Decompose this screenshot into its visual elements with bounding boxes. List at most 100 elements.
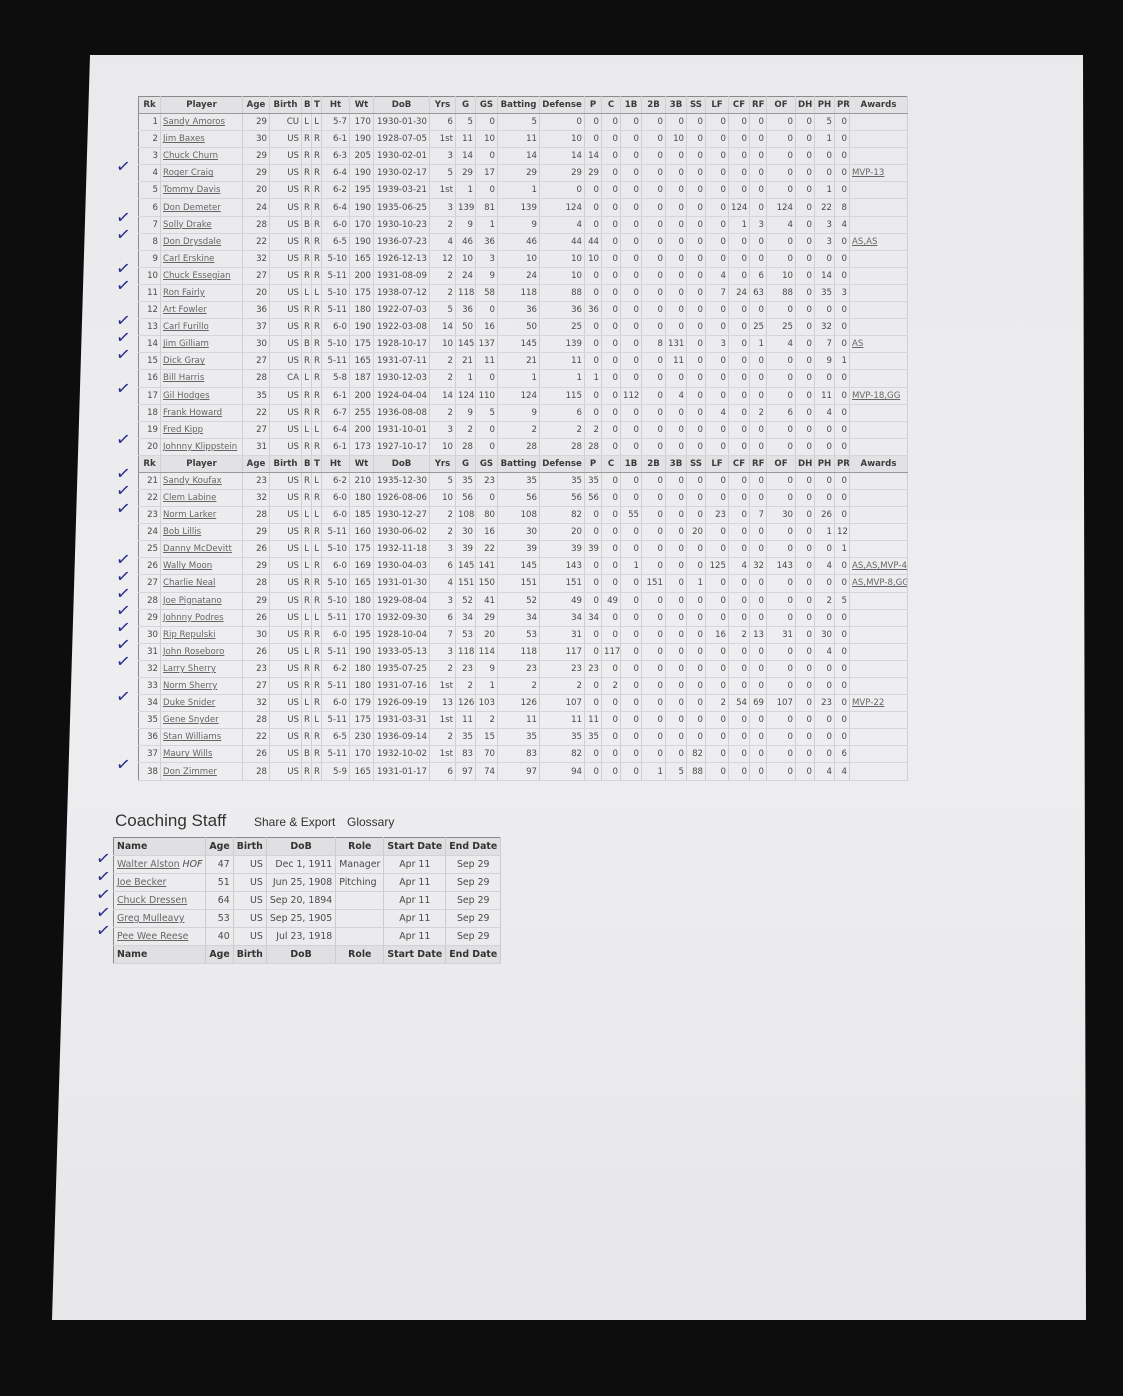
- player-link[interactable]: Art Fowler: [163, 305, 207, 316]
- player-link[interactable]: Danny McDevitt: [163, 544, 232, 555]
- column-header-t[interactable]: T: [311, 96, 322, 114]
- column-header-ht[interactable]: Ht: [321, 454, 350, 473]
- column-header-of[interactable]: OF: [766, 454, 796, 473]
- player-link[interactable]: Don Drysdale: [163, 236, 222, 247]
- column-footer-role[interactable]: Role: [335, 945, 385, 964]
- column-header-of[interactable]: OF: [766, 96, 796, 114]
- player-link[interactable]: Rip Repulski: [163, 629, 216, 640]
- player-link[interactable]: Maury Wills: [163, 749, 213, 760]
- column-header-2b[interactable]: 2B: [641, 454, 666, 473]
- glossary-link[interactable]: Glossary: [347, 815, 395, 829]
- column-footer-start-date[interactable]: Start Date: [383, 945, 447, 964]
- player-link[interactable]: Jim Baxes: [163, 134, 205, 145]
- column-header-rk[interactable]: Rk: [138, 454, 161, 473]
- column-header-batting[interactable]: Batting: [497, 454, 540, 473]
- player-link[interactable]: Jim Gilliam: [163, 339, 209, 350]
- coach-link[interactable]: Chuck Dressen: [117, 895, 188, 906]
- column-header-gs[interactable]: GS: [475, 454, 498, 473]
- column-header-b[interactable]: B: [301, 454, 312, 473]
- player-link[interactable]: Larry Sherry: [163, 663, 216, 674]
- column-header-end-date[interactable]: End Date: [445, 837, 502, 856]
- player-link[interactable]: Frank Howard: [163, 407, 223, 418]
- column-header-yrs[interactable]: Yrs: [429, 454, 456, 473]
- awards-link[interactable]: AS,AS: [852, 236, 878, 247]
- player-link[interactable]: Wally Moon: [163, 561, 213, 572]
- column-header-player[interactable]: Player: [160, 96, 243, 114]
- column-header-birth[interactable]: Birth: [269, 454, 302, 473]
- player-link[interactable]: Solly Drake: [163, 219, 212, 230]
- column-footer-end-date[interactable]: End Date: [445, 945, 502, 964]
- awards-link[interactable]: AS: [852, 339, 864, 350]
- column-header-3b[interactable]: 3B: [665, 96, 687, 114]
- coach-link[interactable]: Walter Alston: [117, 859, 180, 870]
- player-link[interactable]: Stan Williams: [163, 732, 222, 743]
- player-link[interactable]: Bill Harris: [163, 373, 205, 384]
- column-header-gs[interactable]: GS: [475, 96, 498, 114]
- awards-link[interactable]: MVP-13: [852, 168, 885, 179]
- player-link[interactable]: Gil Hodges: [163, 390, 210, 401]
- column-header-p[interactable]: P: [584, 454, 602, 473]
- column-header-rk[interactable]: Rk: [138, 96, 161, 114]
- column-header-dh[interactable]: DH: [795, 454, 815, 473]
- column-header-cf[interactable]: CF: [728, 96, 750, 114]
- awards-link[interactable]: AS,MVP-8,GG: [852, 578, 908, 589]
- column-header-1b[interactable]: 1B: [620, 454, 642, 473]
- player-link[interactable]: Tommy Davis: [163, 185, 221, 196]
- column-header-p[interactable]: P: [584, 96, 602, 114]
- share-export-link[interactable]: Share & Export: [254, 815, 336, 829]
- player-link[interactable]: Sandy Amoros: [163, 117, 226, 128]
- column-header-dob[interactable]: DoB: [266, 837, 337, 856]
- player-link[interactable]: Bob Lillis: [163, 527, 202, 538]
- column-header-c[interactable]: C: [601, 96, 621, 114]
- column-header-dob[interactable]: DoB: [373, 454, 430, 473]
- player-link[interactable]: Roger Craig: [163, 168, 214, 179]
- column-header-dob[interactable]: DoB: [373, 96, 430, 114]
- column-header-g[interactable]: G: [455, 96, 476, 114]
- column-header-rf[interactable]: RF: [749, 454, 767, 473]
- player-link[interactable]: Joe Pignatano: [163, 595, 222, 606]
- player-link[interactable]: Clem Labine: [163, 493, 217, 504]
- column-header-ss[interactable]: SS: [686, 454, 706, 473]
- player-link[interactable]: Ron Fairly: [163, 287, 205, 298]
- player-link[interactable]: Norm Larker: [163, 510, 217, 521]
- awards-link[interactable]: AS,AS,MVP-4: [852, 561, 907, 572]
- column-header-b[interactable]: B: [301, 96, 312, 114]
- column-header-name[interactable]: Name: [113, 837, 207, 856]
- player-link[interactable]: John Roseboro: [163, 646, 225, 657]
- coach-link[interactable]: Joe Becker: [117, 877, 167, 888]
- column-header-c[interactable]: C: [601, 454, 621, 473]
- column-header-g[interactable]: G: [455, 454, 476, 473]
- column-header-defense[interactable]: Defense: [539, 96, 585, 114]
- player-link[interactable]: Gene Snyder: [163, 715, 219, 726]
- column-footer-birth[interactable]: Birth: [233, 945, 267, 964]
- column-header-2b[interactable]: 2B: [641, 96, 666, 114]
- column-header-start-date[interactable]: Start Date: [383, 837, 447, 856]
- awards-link[interactable]: MVP-22: [852, 698, 885, 709]
- column-header-lf[interactable]: LF: [705, 96, 729, 114]
- column-footer-age[interactable]: Age: [205, 945, 234, 964]
- player-link[interactable]: Chuck Churn: [163, 151, 219, 162]
- player-link[interactable]: Johnny Klippstein: [163, 441, 238, 452]
- column-header-role[interactable]: Role: [335, 837, 385, 856]
- player-link[interactable]: Fred Kipp: [163, 424, 204, 435]
- column-header-rf[interactable]: RF: [749, 96, 767, 114]
- column-header-cf[interactable]: CF: [728, 454, 750, 473]
- coach-link[interactable]: Greg Mulleavy: [117, 913, 185, 924]
- coach-link[interactable]: Pee Wee Reese: [117, 931, 189, 942]
- column-header-player[interactable]: Player: [160, 454, 243, 473]
- column-header-pr[interactable]: PR: [834, 96, 850, 114]
- player-link[interactable]: Carl Furillo: [163, 322, 209, 333]
- player-link[interactable]: Charlie Neal: [163, 578, 216, 589]
- column-header-ht[interactable]: Ht: [321, 96, 350, 114]
- column-header-birth[interactable]: Birth: [269, 96, 302, 114]
- column-header-1b[interactable]: 1B: [620, 96, 642, 114]
- column-header-awards[interactable]: Awards: [849, 96, 908, 114]
- column-header-ph[interactable]: PH: [814, 454, 835, 473]
- column-header-ss[interactable]: SS: [686, 96, 706, 114]
- column-header-wt[interactable]: Wt: [349, 454, 374, 473]
- column-header-batting[interactable]: Batting: [497, 96, 540, 114]
- column-header-3b[interactable]: 3B: [665, 454, 687, 473]
- player-link[interactable]: Sandy Koufax: [163, 475, 222, 486]
- column-header-yrs[interactable]: Yrs: [429, 96, 456, 114]
- player-link[interactable]: Johnny Podres: [163, 612, 224, 623]
